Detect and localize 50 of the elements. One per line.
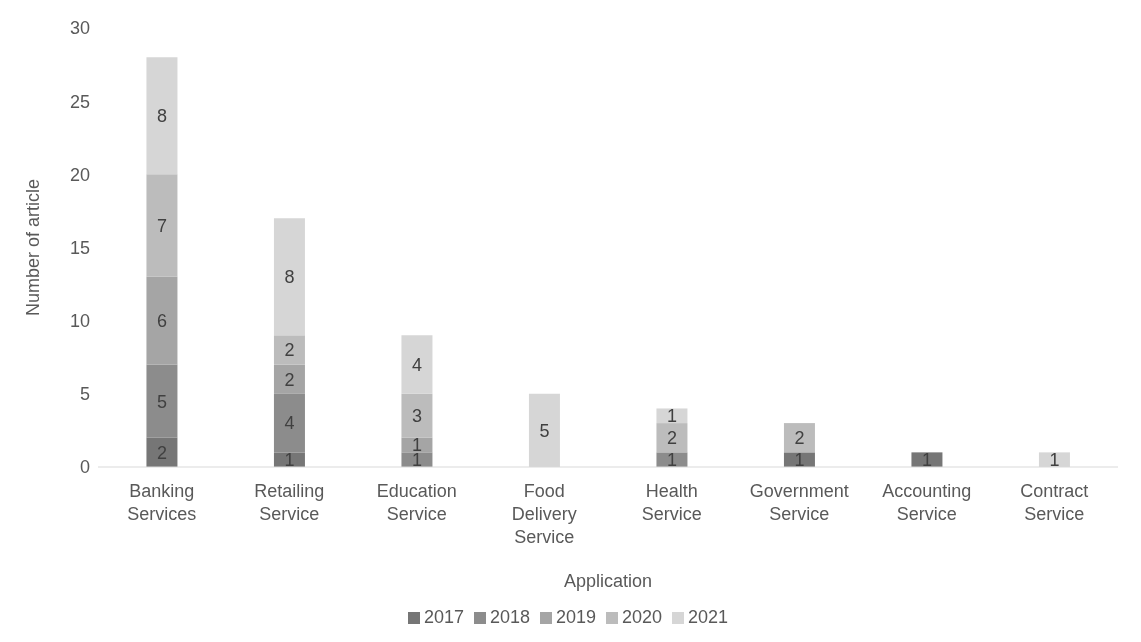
- y-tick-label: 20: [69, 164, 90, 185]
- data-label: 5: [539, 420, 550, 441]
- data-label: 2: [284, 369, 295, 390]
- legend-label: 2021: [688, 607, 729, 627]
- bar: [273, 218, 305, 336]
- legend-label: 2018: [489, 607, 530, 627]
- data-label: 1: [666, 406, 677, 427]
- data-label: 3: [411, 406, 422, 427]
- y-tick-label: 15: [69, 237, 90, 258]
- bar: [273, 364, 305, 394]
- legend-label: 2017: [423, 607, 464, 627]
- y-axis-title: Number of article: [23, 178, 44, 317]
- data-label: 2: [666, 428, 677, 449]
- data-label: 8: [284, 267, 295, 288]
- data-label: 1: [666, 450, 677, 471]
- data-label: 1: [1049, 450, 1060, 471]
- x-tick-label: Food Delivery Service: [511, 481, 577, 547]
- bar: [783, 423, 815, 453]
- bar: [273, 393, 305, 453]
- bar: [656, 423, 688, 453]
- x-tick-label: Government Service: [749, 481, 849, 524]
- x-tick-label: Banking Services: [127, 481, 197, 524]
- bar: [273, 335, 305, 365]
- data-label: 4: [284, 413, 295, 434]
- y-tick-label: 5: [79, 384, 90, 405]
- x-tick-label: Contract Service: [1020, 481, 1089, 524]
- bar: [146, 57, 178, 175]
- y-tick-label: 30: [69, 18, 90, 39]
- data-label: 2: [284, 340, 295, 361]
- y-tick-label: 0: [79, 457, 90, 478]
- bar: [146, 364, 178, 438]
- x-tick-label: Education Service: [376, 481, 457, 524]
- data-label: 6: [156, 311, 167, 332]
- y-tick-label: 25: [69, 91, 90, 112]
- legend-label: 2019: [555, 607, 597, 627]
- x-tick-label: Health Service: [641, 481, 702, 524]
- data-label: 2: [794, 428, 805, 449]
- bar: [401, 393, 433, 438]
- x-tick-label: Retailing Service: [254, 481, 325, 524]
- x-tick-label: Accounting Service: [882, 481, 972, 524]
- data-label: 5: [156, 391, 167, 412]
- data-label: 8: [156, 106, 167, 127]
- legend-label: 2020: [622, 607, 663, 627]
- bar: [146, 174, 178, 277]
- data-label: 4: [411, 354, 422, 375]
- y-tick-label: 10: [69, 311, 90, 332]
- bar: [146, 276, 178, 365]
- bar: [401, 335, 433, 394]
- x-axis-title: Application: [563, 571, 653, 591]
- data-label: 7: [156, 215, 167, 236]
